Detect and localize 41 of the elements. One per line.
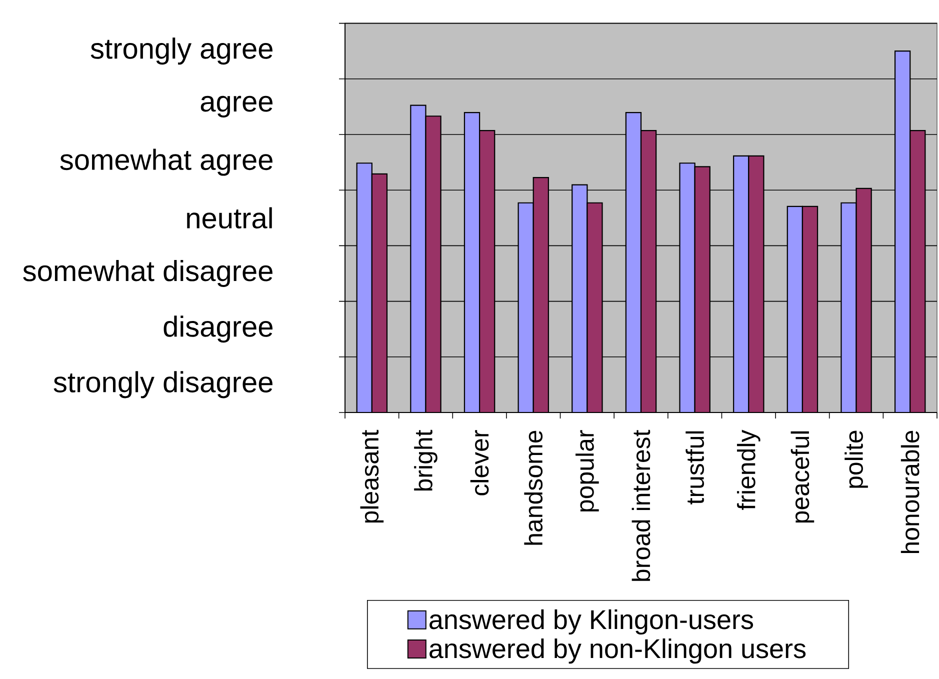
bar bbox=[641, 130, 656, 412]
text: disagree bbox=[164, 316, 272, 343]
bar bbox=[910, 130, 926, 412]
text: somewhat disagree bbox=[23, 260, 272, 288]
legend-label: answered by non-Klingon users bbox=[430, 638, 806, 664]
bar bbox=[802, 206, 818, 412]
bar bbox=[518, 202, 534, 412]
x-tick-label: clever bbox=[470, 430, 489, 496]
bar bbox=[748, 156, 764, 412]
bar bbox=[356, 163, 372, 412]
x-tick-label: handsome bbox=[524, 430, 543, 545]
x-tick-label: broad interest bbox=[632, 430, 650, 581]
bar bbox=[734, 156, 749, 412]
bar bbox=[533, 178, 548, 412]
bar bbox=[626, 112, 642, 412]
text: neutral bbox=[187, 207, 272, 229]
x-tick-label: pleasant bbox=[360, 430, 384, 523]
x-tick-label: bright bbox=[414, 430, 438, 491]
text: agree bbox=[200, 96, 272, 118]
bar bbox=[572, 184, 588, 412]
text: strongly disagree bbox=[54, 371, 272, 398]
bar bbox=[856, 188, 872, 412]
bar bbox=[787, 206, 802, 412]
bar bbox=[410, 105, 426, 412]
x-tick-label: honourable bbox=[900, 430, 920, 554]
bar bbox=[894, 50, 911, 412]
bar bbox=[464, 112, 480, 412]
bar bbox=[587, 202, 602, 412]
x-tick-label: popular bbox=[576, 430, 599, 512]
bar bbox=[680, 163, 695, 412]
x-tick-label: peaceful bbox=[790, 431, 814, 523]
text: strongly agree bbox=[90, 38, 272, 65]
bar bbox=[426, 116, 441, 412]
x-tick-label: trustful bbox=[686, 431, 704, 504]
text: somewhat agree bbox=[60, 148, 272, 176]
bar bbox=[480, 130, 495, 412]
x-tick-label: polite bbox=[844, 430, 868, 488]
bar bbox=[694, 166, 710, 412]
bar bbox=[372, 174, 387, 412]
x-tick-label: friendly bbox=[736, 430, 760, 510]
legend-label: answered by Klingon-users bbox=[430, 609, 754, 635]
